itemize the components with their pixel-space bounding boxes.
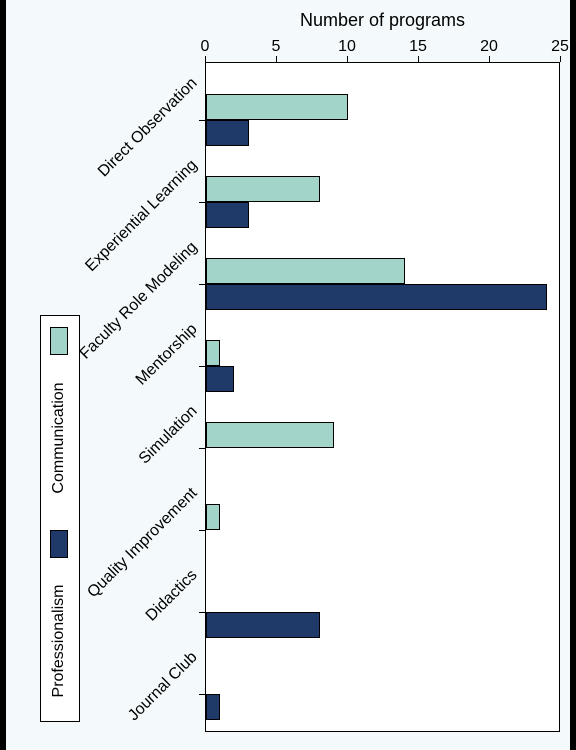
x-tick-mark [205, 56, 206, 62]
x-tick-label: 25 [540, 38, 576, 56]
bar-communication [206, 504, 220, 530]
bar-communication [206, 422, 334, 448]
legend-label: Professionalism [50, 561, 68, 721]
x-tick-mark [418, 56, 419, 62]
bar-communication [206, 340, 220, 366]
y-tick-mark [199, 448, 205, 449]
x-tick-mark [276, 56, 277, 62]
x-tick-mark [560, 56, 561, 62]
bar-professionalism [206, 694, 220, 720]
page-root: Number of programs 0510152025Direct Obse… [0, 0, 576, 750]
x-tick-label: 10 [327, 38, 367, 56]
x-tick-label: 15 [398, 38, 438, 56]
bar-communication [206, 94, 348, 120]
x-tick-label: 5 [256, 38, 296, 56]
y-tick-mark [199, 366, 205, 367]
bar-professionalism [206, 202, 249, 228]
page-border-right [570, 0, 576, 750]
x-tick-mark [347, 56, 348, 62]
bar-communication [206, 176, 320, 202]
x-tick-label: 0 [185, 38, 225, 56]
y-tick-mark [199, 694, 205, 695]
bar-communication [206, 258, 405, 284]
bar-professionalism [206, 284, 547, 310]
legend-label: Communication [50, 358, 68, 518]
legend-swatch [50, 530, 68, 558]
legend-swatch [50, 327, 68, 355]
y-tick-mark [199, 120, 205, 121]
bar-professionalism [206, 120, 249, 146]
x-tick-label: 20 [469, 38, 509, 56]
bar-professionalism [206, 612, 320, 638]
y-tick-mark [199, 202, 205, 203]
y-tick-mark [199, 612, 205, 613]
bar-professionalism [206, 366, 234, 392]
y-tick-mark [199, 284, 205, 285]
x-tick-mark [489, 56, 490, 62]
y-tick-mark [199, 530, 205, 531]
x-axis-title: Number of programs [205, 10, 560, 31]
